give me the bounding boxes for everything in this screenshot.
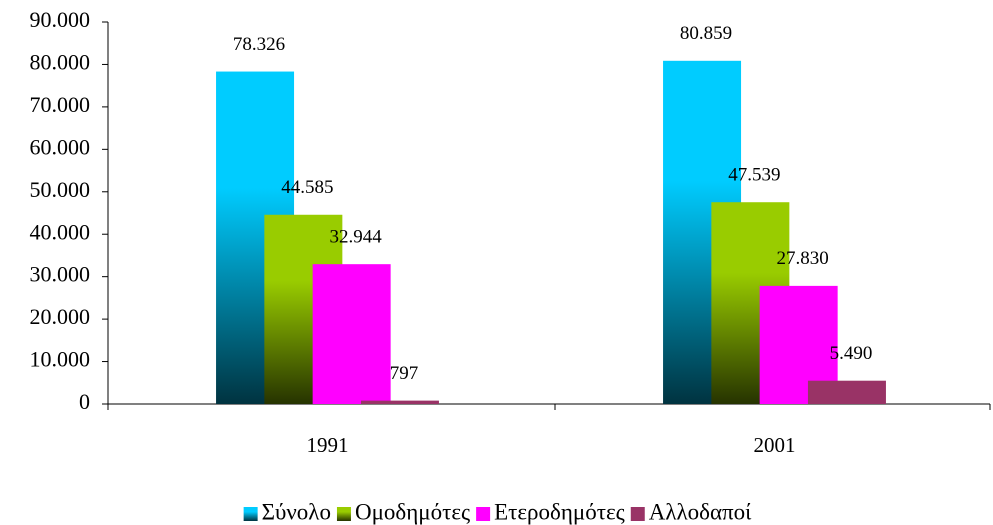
legend-label: Ετεροδημότες: [494, 499, 625, 524]
y-tick-label: 0: [79, 389, 90, 414]
legend-label: Σύνολο: [262, 499, 331, 524]
legend-swatch: [336, 507, 351, 521]
value-label: 78.326: [233, 34, 285, 55]
value-label: 32.944: [330, 227, 383, 248]
value-label: 5.490: [830, 343, 873, 364]
value-label: 797: [390, 363, 419, 384]
y-tick-label: 90.000: [30, 7, 91, 32]
y-tick-label: 70.000: [30, 92, 91, 117]
y-tick-label: 80.000: [30, 49, 91, 74]
x-tick-label: 2001: [754, 433, 796, 457]
legend-label: Αλλοδαποί: [649, 499, 752, 524]
legend-swatch: [630, 507, 645, 521]
bar: [360, 400, 439, 404]
value-label: 80.859: [680, 23, 732, 44]
y-tick-label: 40.000: [30, 219, 91, 244]
bar: [312, 264, 391, 404]
legend-swatch: [476, 507, 491, 521]
legend-swatch: [243, 507, 258, 521]
legend-label: Ομοδημότες: [355, 499, 470, 524]
value-label: 44.585: [281, 177, 333, 198]
y-tick-label: 10.000: [30, 347, 91, 372]
value-label: 47.539: [728, 165, 780, 186]
y-tick-label: 60.000: [30, 134, 91, 159]
value-label: 27.830: [777, 248, 829, 269]
y-tick-label: 20.000: [30, 304, 91, 329]
x-tick-label: 1991: [307, 433, 349, 457]
bar: [807, 380, 886, 404]
y-tick-label: 50.000: [30, 177, 91, 202]
y-tick-label: 30.000: [30, 262, 91, 287]
